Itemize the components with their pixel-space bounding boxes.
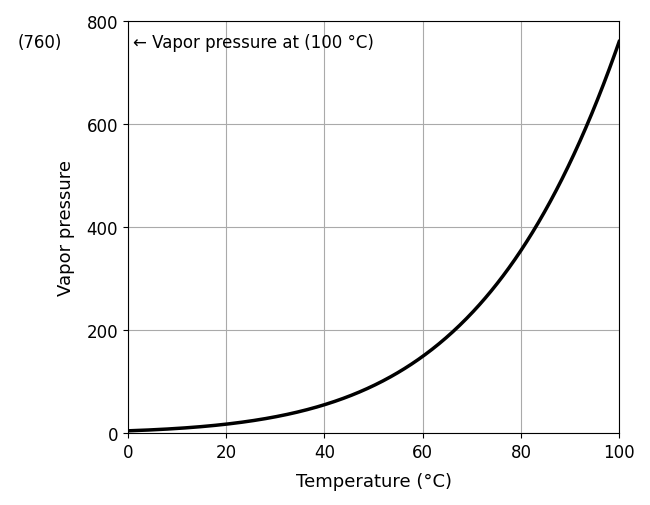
X-axis label: Temperature (°C): Temperature (°C) xyxy=(296,472,452,490)
Text: (760): (760) xyxy=(18,33,62,52)
Y-axis label: Vapor pressure: Vapor pressure xyxy=(57,160,75,295)
Text: ← Vapor pressure at (100 °C): ← Vapor pressure at (100 °C) xyxy=(133,33,374,52)
